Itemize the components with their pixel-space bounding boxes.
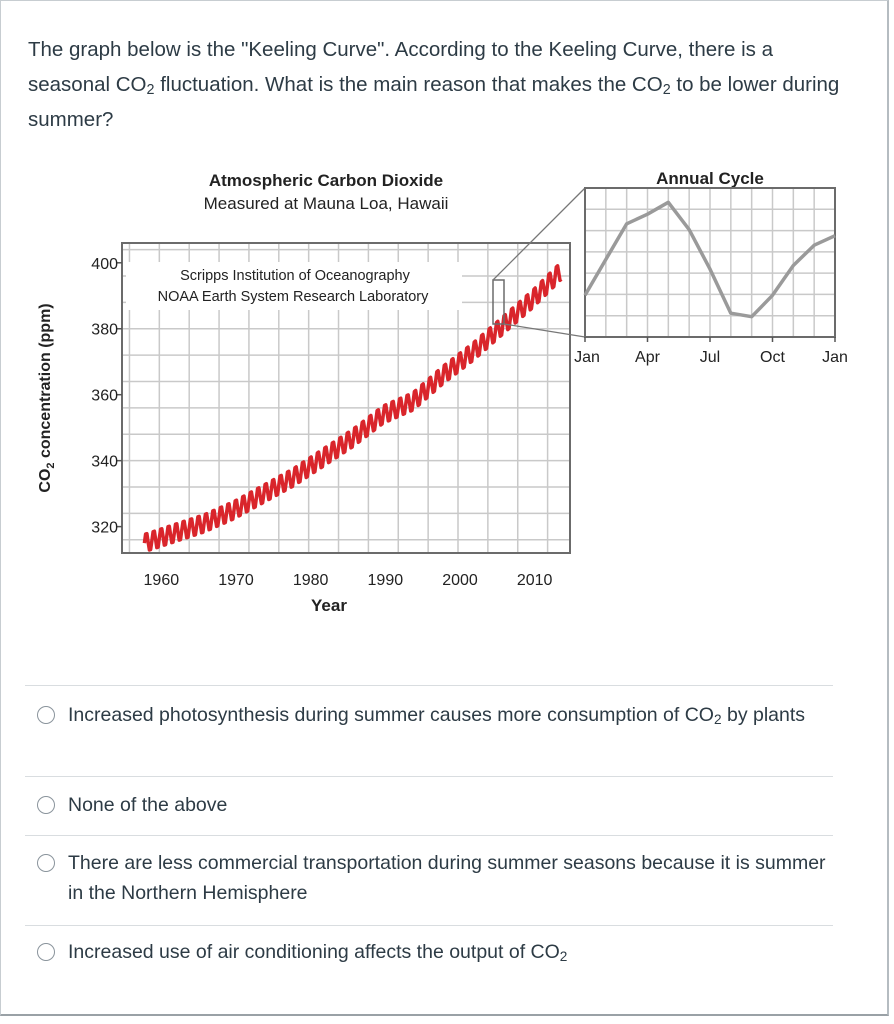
main-x-tick-label: 1980 [293, 572, 329, 589]
y-axis-label: CO2 concentration (ppm) [37, 303, 57, 492]
answer-1-text-part2: by plants [722, 704, 805, 726]
radio-button-4[interactable] [37, 943, 55, 961]
radio-button-1[interactable] [37, 706, 55, 724]
y-axis-label-prefix: CO [37, 469, 54, 493]
main-x-tick-label: 1960 [144, 572, 180, 589]
main-chart-title-line2: Measured at Mauna Loa, Hawaii [204, 194, 449, 213]
question-text-part2: fluctuation. What is the main reason tha… [155, 73, 663, 96]
inset-title: Annual Cycle [656, 169, 764, 188]
zoom-connector-top [493, 188, 585, 280]
inset-x-tick-label: Jan [574, 349, 600, 366]
main-y-ticks: 320 340 360 380 400 [91, 256, 122, 537]
inset-x-tick-label: Apr [635, 349, 661, 366]
question-subscript-2: 2 [663, 82, 671, 98]
answer-1-text-part1: Increased photosynthesis during summer c… [68, 704, 714, 726]
question-text: The graph below is the "Keeling Curve". … [28, 32, 858, 137]
source-line2: NOAA Earth System Research Laboratory [158, 289, 430, 305]
answer-4-text-part1: Increased use of air conditioning affect… [68, 941, 560, 963]
radio-button-2[interactable] [37, 796, 55, 814]
inset-x-tick-label: Oct [760, 349, 785, 366]
answer-option-4[interactable]: Increased use of air conditioning affect… [25, 925, 833, 985]
main-y-tick-label: 320 [91, 520, 118, 537]
x-axis-label: Year [311, 596, 347, 615]
answer-3-text: There are less commercial transportation… [68, 852, 826, 904]
answer-label-4: Increased use of air conditioning affect… [68, 937, 828, 967]
main-chart-title-line1: Atmospheric Carbon Dioxide [209, 171, 443, 190]
answer-option-3[interactable]: There are less commercial transportation… [25, 835, 833, 925]
main-x-tick-label: 2010 [517, 572, 553, 589]
answer-option-1[interactable]: Increased photosynthesis during summer c… [25, 685, 833, 776]
main-y-tick-label: 360 [91, 388, 118, 405]
main-x-tick-label: 2000 [442, 572, 478, 589]
radio-button-3[interactable] [37, 854, 55, 872]
keeling-curve-svg: Atmospheric Carbon Dioxide Measured at M… [0, 155, 894, 635]
keeling-curve-figure: Atmospheric Carbon Dioxide Measured at M… [0, 155, 894, 635]
zoom-connector-bottom [504, 324, 585, 337]
inset-x-tick-label: Jul [700, 349, 720, 366]
y-axis-label-suffix: concentration (ppm) [37, 303, 54, 462]
answer-label-2: None of the above [68, 790, 828, 820]
source-line1: Scripps Institution of Oceanography [180, 268, 410, 284]
answer-2-text: None of the above [68, 794, 227, 816]
main-y-tick-label: 380 [91, 322, 118, 339]
answer-label-1: Increased photosynthesis during summer c… [68, 700, 828, 730]
inset-x-tick-label: Jan [822, 349, 848, 366]
main-x-tick-label: 1990 [368, 572, 404, 589]
answer-option-2[interactable]: None of the above [25, 776, 833, 835]
main-y-tick-label: 400 [91, 256, 118, 273]
answer-options: Increased photosynthesis during summer c… [25, 685, 833, 985]
answer-1-subscript: 2 [714, 712, 722, 727]
main-y-tick-label: 340 [91, 454, 118, 471]
question-subscript-1: 2 [147, 82, 155, 98]
main-x-tick-label: 1970 [218, 572, 254, 589]
main-x-ticks: 1960 1970 1980 1990 2000 2010 [144, 572, 553, 589]
answer-4-subscript: 2 [560, 949, 568, 964]
inset-x-ticks: Jan Apr Jul Oct Jan [574, 337, 848, 366]
answer-label-3: There are less commercial transportation… [68, 848, 828, 908]
